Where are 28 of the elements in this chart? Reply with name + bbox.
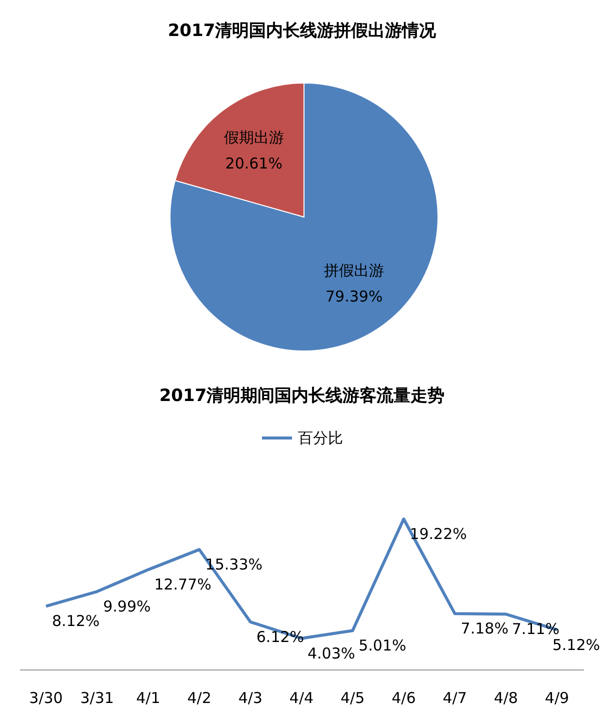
- x-tick-label: 4/4: [289, 689, 314, 707]
- data-label: 6.12%: [256, 628, 304, 646]
- data-label: 20.61%: [225, 154, 282, 173]
- x-tick-label: 3/31: [80, 689, 114, 707]
- slice-label: 假期出游: [224, 128, 284, 147]
- x-tick-label: 4/6: [392, 689, 416, 707]
- data-label: 79.39%: [326, 287, 383, 306]
- data-label: 5.01%: [358, 636, 406, 655]
- data-label: 7.11%: [512, 620, 560, 638]
- chart-title: 2017清明国内长线游拼假出游情况: [168, 21, 438, 41]
- x-tick-label: 4/5: [340, 689, 365, 707]
- data-label: 5.12%: [552, 636, 600, 654]
- data-label: 9.99%: [103, 598, 151, 616]
- x-tick-label: 3/30: [29, 689, 63, 707]
- x-tick-label: 4/2: [187, 689, 212, 707]
- slice-label: 拼假出游: [324, 261, 384, 280]
- x-tick-label: 4/7: [442, 689, 467, 707]
- x-tick-label: 4/9: [544, 689, 570, 707]
- x-tick-label: 4/3: [238, 689, 262, 707]
- data-label: 7.18%: [460, 620, 508, 638]
- x-tick-label: 4/8: [494, 689, 518, 707]
- legend-label: 百分比: [298, 429, 343, 447]
- data-label: 8.12%: [52, 612, 100, 630]
- pie-slice: [170, 82, 438, 352]
- data-label: 4.03%: [308, 644, 356, 662]
- data-label: 12.77%: [154, 576, 212, 594]
- chart-title: 2017清明期间国内长线游客流量走势: [159, 386, 445, 406]
- x-tick-label: 4/1: [136, 689, 160, 707]
